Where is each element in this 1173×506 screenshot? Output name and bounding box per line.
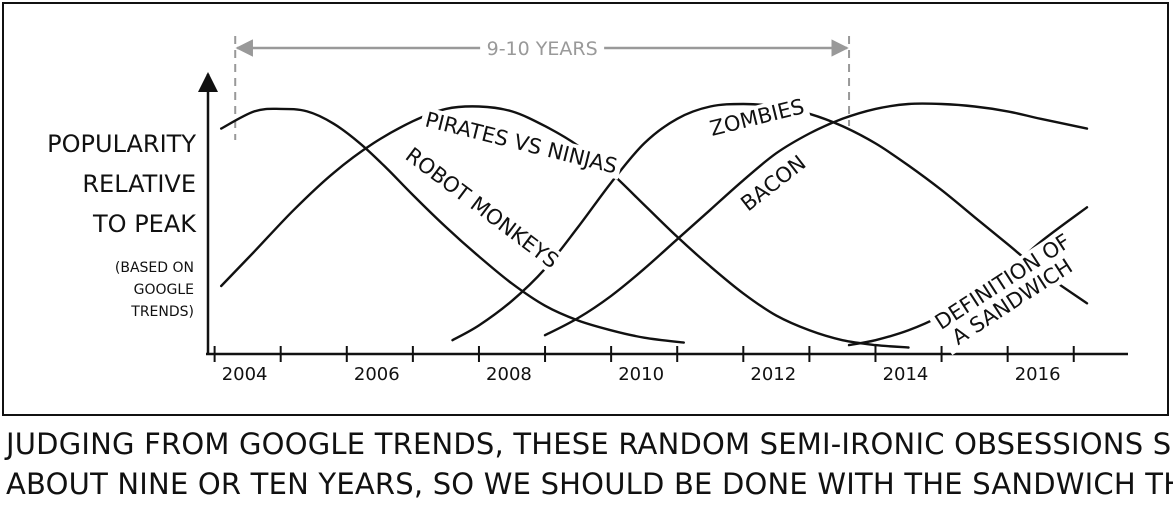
x-tick-label-2004: 2004 — [222, 364, 268, 385]
series-label-definition-of-a-sandwich: DEFINITION OFA SANDWICH — [931, 229, 1087, 353]
y-axis-label-line-1: POPULARITY — [47, 130, 196, 158]
span-label: 9-10 YEARS — [487, 38, 598, 60]
x-tick-label-2010: 2010 — [618, 364, 664, 385]
label-knockout — [397, 140, 567, 276]
x-ticks: 2004 2006 2008 2010 2012 2014 2016 — [213, 346, 1075, 385]
series-line-bacon — [543, 102, 1089, 337]
series-label-zombies: ZOMBIES — [707, 94, 806, 141]
y-axis-note-line-2: GOOGLE — [134, 282, 194, 298]
label-knockout — [703, 93, 811, 142]
caption: JUDGING FROM GOOGLE TRENDS, THESE RANDOM… — [6, 424, 1173, 504]
series-line-robot-monkeys — [220, 107, 685, 344]
series-label-pirates-vs-ninjas: PIRATES VS NINJAS — [423, 108, 620, 179]
x-tick-label-2016: 2016 — [1015, 364, 1061, 385]
y-axis-label-line-2: RELATIVE — [82, 170, 196, 198]
label-knockout — [927, 227, 1091, 356]
comic-panel — [2, 2, 1169, 416]
caption-line-2: ABOUT NINE OR TEN YEARS, SO WE SHOULD BE… — [6, 467, 1173, 501]
x-tick-label-2014: 2014 — [883, 364, 929, 385]
trend-chart: POPULARITY RELATIVE TO PEAK (BASED ON GO… — [47, 36, 1128, 385]
caption-line-1: JUDGING FROM GOOGLE TRENDS, THESE RANDOM… — [6, 427, 1173, 461]
label-knockout — [418, 106, 624, 180]
y-axis-label-line-3: TO PEAK — [92, 210, 197, 238]
series-label-bacon: BACON — [736, 151, 810, 216]
label-knockout — [733, 148, 814, 219]
x-tick-label-2012: 2012 — [750, 364, 796, 385]
x-tick-label-2008: 2008 — [486, 364, 532, 385]
y-axis-note-line-1: (BASED ON — [115, 260, 194, 276]
y-axis-note-line-3: TRENDS) — [130, 304, 194, 320]
x-tick-label-2006: 2006 — [354, 364, 400, 385]
span-annotation: 9-10 YEARS — [234, 36, 851, 140]
